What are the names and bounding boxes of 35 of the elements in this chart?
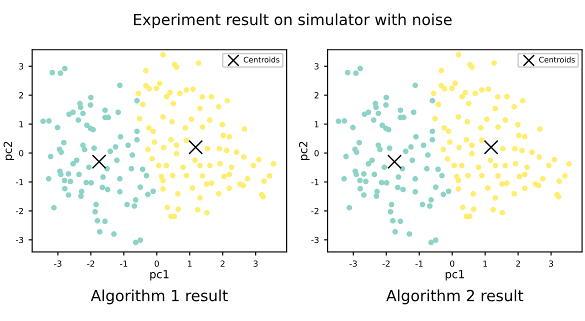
y-tick-label: 2 xyxy=(19,92,24,98)
y-axis-title: pc2 xyxy=(299,142,310,160)
y-tick-label: 0 xyxy=(19,150,24,156)
x-tick-label: -3 xyxy=(54,260,62,267)
y-tick-label: -2 xyxy=(311,208,318,214)
y-axis-title: pc2 xyxy=(4,142,14,160)
y-tick-label: 3 xyxy=(19,63,24,70)
y-tick-label: 3 xyxy=(314,63,319,70)
y-tick-label: -3 xyxy=(311,236,319,244)
x-axis-title: pc1 xyxy=(446,270,464,281)
y-tick-label: -1 xyxy=(311,179,318,186)
y-tick-label: -1 xyxy=(16,179,24,186)
text: Algorithm 2 result xyxy=(386,290,524,304)
x-tick-label: -2 xyxy=(382,260,390,267)
y-tick-label: 2 xyxy=(314,92,318,98)
x-tick-label: -3 xyxy=(350,260,357,267)
x-axis-title: pc1 xyxy=(150,270,168,281)
x-tick-label: -2 xyxy=(87,260,94,267)
y-tick-label: 1 xyxy=(314,121,318,128)
text: Algorithm 1 result xyxy=(90,290,228,304)
y-tick-label: -3 xyxy=(16,236,24,244)
x-tick-label: 2 xyxy=(220,260,225,267)
x-tick-label: 0 xyxy=(154,260,159,267)
chart-title: Experiment result on simulator with noise xyxy=(134,13,452,28)
x-tick-label: 2 xyxy=(516,260,520,267)
y-tick-label: -2 xyxy=(16,208,24,214)
x-tick-label: 3 xyxy=(549,260,554,267)
x-tick-label: 0 xyxy=(450,260,454,267)
x-tick-label: 1 xyxy=(188,260,192,267)
x-tick-label: -1 xyxy=(415,260,423,267)
y-tick-label: 1 xyxy=(19,121,24,128)
y-tick-label: 0 xyxy=(314,150,319,156)
x-tick-label: 3 xyxy=(254,260,258,267)
x-tick-label: -1 xyxy=(120,260,128,267)
x-tick-label: 1 xyxy=(483,260,488,267)
